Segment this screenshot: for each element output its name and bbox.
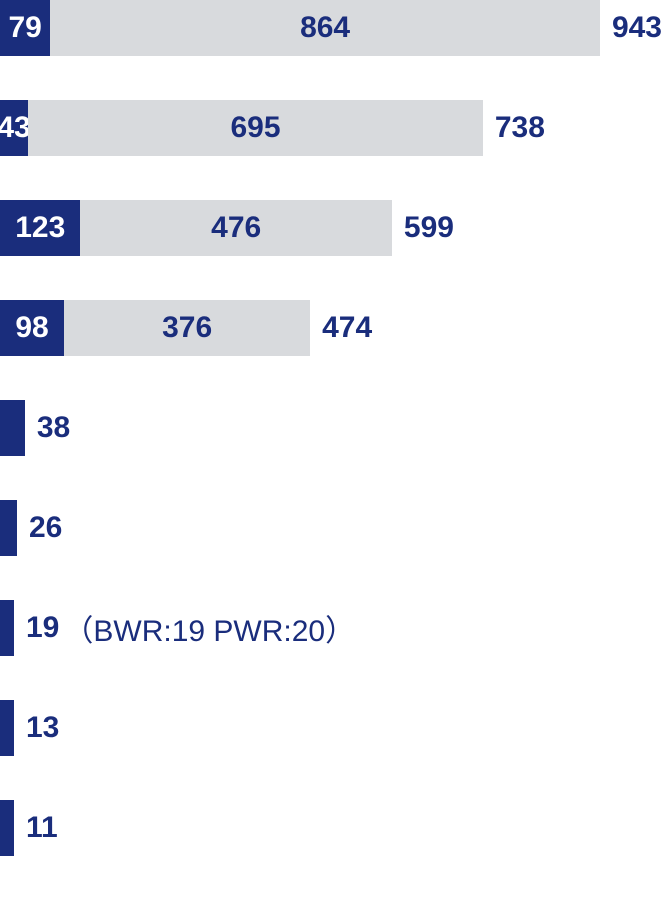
bar-segment-secondary: 864: [50, 0, 600, 56]
bar-segment-secondary: 695: [28, 100, 483, 156]
bar-total-label: 26: [29, 511, 62, 545]
bar-segment-primary-label: 98: [15, 311, 48, 345]
bar-row: 38: [0, 400, 662, 456]
bar-segment-secondary-label: 376: [162, 311, 212, 345]
bar-segment-primary-label: 79: [8, 11, 41, 45]
bar-total-label: 738: [495, 111, 545, 145]
bar-segment-primary: [0, 800, 14, 856]
bar-segment-secondary: 376: [64, 300, 310, 356]
bar-row: 43 695 738: [0, 100, 662, 156]
bar-total-label: 11: [26, 811, 58, 845]
bar-row: 26: [0, 500, 662, 556]
bar-total-label: 13: [26, 711, 59, 745]
bar-segment-primary: [0, 500, 17, 556]
bar-row: 123 476 599: [0, 200, 662, 256]
bar-row: 13: [0, 700, 662, 756]
bar-total-label: 474: [322, 311, 372, 345]
bar-segment-primary: 98: [0, 300, 64, 356]
bar-segment-primary: 79: [0, 0, 50, 56]
bar-row: 11: [0, 800, 662, 856]
bar-segment-primary: [0, 400, 25, 456]
bar-total-label: 599: [404, 211, 454, 245]
bar-segment-primary: 123: [0, 200, 80, 256]
bar-row: 19（BWR:19 PWR:20）: [0, 600, 662, 656]
bar-row: 98 376 474: [0, 300, 662, 356]
stacked-bar-chart: 79 864 943 43 695 738 123 476 599 98 376 474 38 26 19（…: [0, 0, 662, 900]
bar-segment-secondary-label: 695: [230, 111, 280, 145]
bar-segment-secondary-label: 476: [211, 211, 261, 245]
bar-segment-primary-label: 123: [15, 211, 65, 245]
bar-segment-primary-label: 43: [0, 111, 31, 145]
bar-segment-primary: 43: [0, 100, 28, 156]
bar-segment-primary: [0, 700, 14, 756]
bar-total-label: 19: [26, 611, 59, 645]
bar-segment-secondary: 476: [80, 200, 391, 256]
bar-total-label: 38: [37, 411, 70, 445]
bar-annotation: （BWR:19 PWR:20）: [63, 606, 355, 650]
bar-total-label: 943: [612, 11, 662, 45]
bar-segment-primary: [0, 600, 14, 656]
bar-row: 79 864 943: [0, 0, 662, 56]
bar-segment-secondary-label: 864: [300, 11, 350, 45]
